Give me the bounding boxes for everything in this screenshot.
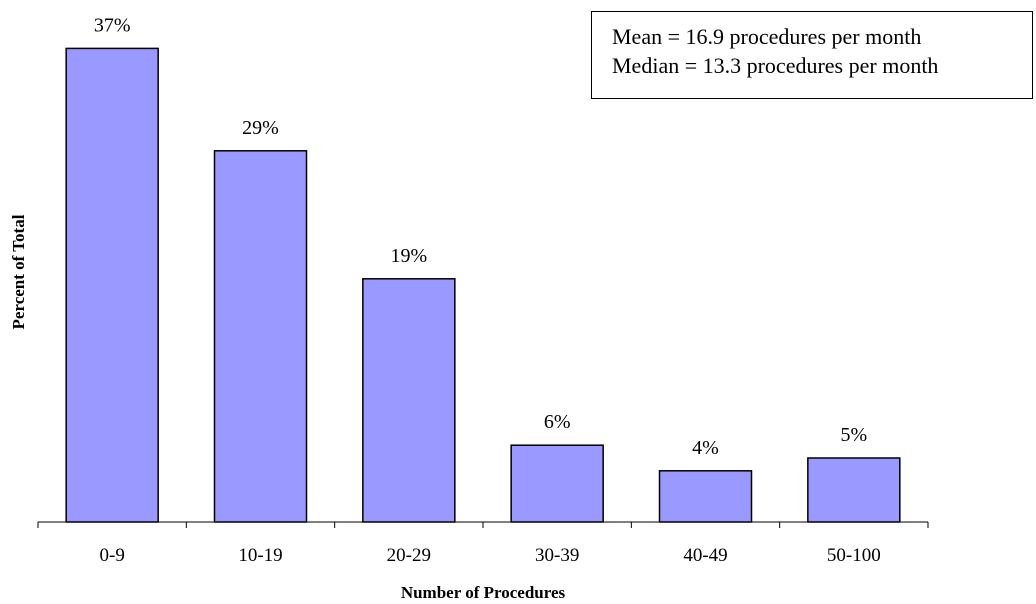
bar-30-39 (510, 444, 604, 523)
bar-value-label: 37% (94, 14, 131, 36)
bars-group (65, 47, 901, 523)
x-tick-label: 40-49 (683, 545, 727, 566)
bar-40-49 (658, 470, 753, 523)
bar-10-19 (213, 150, 308, 523)
median-annotation: Median = 13.3 procedures per month (612, 53, 939, 78)
x-tick-labels: 0-9 10-19 20-29 30-39 40-49 50-100 (100, 545, 881, 566)
x-tick-label: 30-39 (535, 545, 579, 566)
x-axis (37, 521, 929, 528)
bar-value-label: 4% (692, 437, 719, 459)
x-tick-label: 20-29 (387, 545, 431, 566)
bar-value-label: 5% (840, 424, 867, 446)
value-labels-group: 37% 29% 19% 6% 4% 5% (94, 14, 867, 458)
y-axis-title: Percent of Total (9, 214, 28, 329)
x-tick-label: 0-9 (100, 545, 125, 566)
x-tick-label: 50-100 (827, 545, 881, 566)
mean-annotation: Mean = 16.9 procedures per month (612, 24, 922, 49)
bar-value-label: 19% (390, 245, 427, 267)
bar-value-label: 29% (242, 117, 279, 139)
summary-stats-box: Mean = 16.9 procedures per month Median … (591, 11, 1033, 99)
bar-0-9 (65, 47, 159, 523)
bar-20-29 (362, 278, 456, 523)
bar-50-100 (807, 457, 901, 523)
x-axis-title: Number of Procedures (401, 583, 566, 602)
bar-value-label: 6% (544, 411, 571, 433)
x-tick-label: 10-19 (238, 545, 282, 566)
